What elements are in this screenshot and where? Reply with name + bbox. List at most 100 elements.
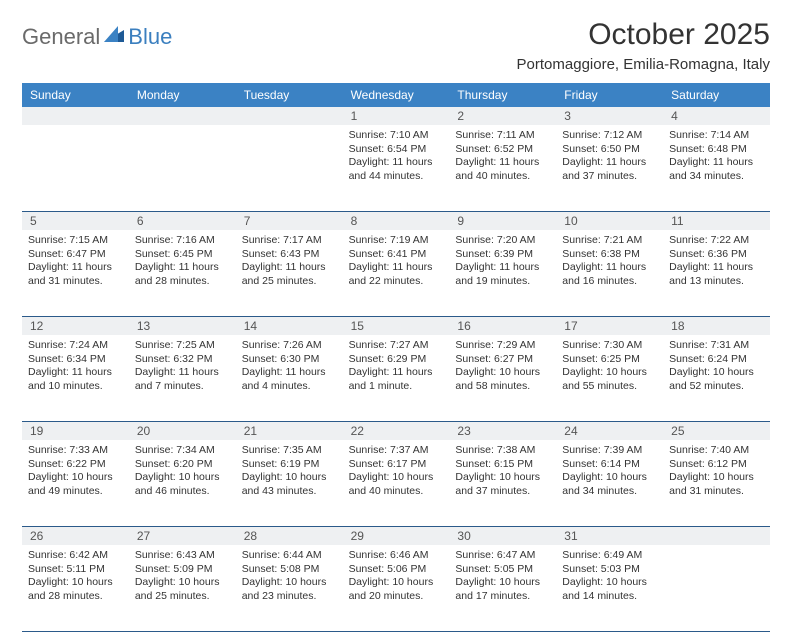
day-number: 13: [129, 317, 236, 335]
sunset-line: Sunset: 6:30 PM: [242, 353, 337, 367]
sunrise-line: Sunrise: 7:37 AM: [349, 444, 444, 458]
day-number: 4: [663, 107, 770, 125]
day-info: Sunrise: 7:38 AMSunset: 6:15 PMDaylight:…: [455, 444, 550, 499]
empty-cell: [22, 125, 129, 211]
day-number: 6: [129, 212, 236, 230]
daylight-line: Daylight: 11 hours and 44 minutes.: [349, 156, 444, 183]
logo-mark-icon: [104, 26, 126, 49]
daylight-line: Daylight: 10 hours and 37 minutes.: [455, 471, 550, 498]
sunrise-line: Sunrise: 7:24 AM: [28, 339, 123, 353]
day-info: Sunrise: 6:43 AMSunset: 5:09 PMDaylight:…: [135, 549, 230, 604]
day-info: Sunrise: 6:42 AMSunset: 5:11 PMDaylight:…: [28, 549, 123, 604]
daylight-line: Daylight: 11 hours and 7 minutes.: [135, 366, 230, 393]
week-row: Sunrise: 6:42 AMSunset: 5:11 PMDaylight:…: [22, 545, 770, 632]
logo-text-blue: Blue: [128, 24, 172, 50]
day-number: 12: [22, 317, 129, 335]
day-number: 25: [663, 422, 770, 440]
day-cell: Sunrise: 7:12 AMSunset: 6:50 PMDaylight:…: [556, 125, 663, 211]
sunrise-line: Sunrise: 7:27 AM: [349, 339, 444, 353]
day-cell: Sunrise: 7:14 AMSunset: 6:48 PMDaylight:…: [663, 125, 770, 211]
sunset-line: Sunset: 6:25 PM: [562, 353, 657, 367]
sunset-line: Sunset: 6:27 PM: [455, 353, 550, 367]
day-number: 17: [556, 317, 663, 335]
day-info: Sunrise: 7:26 AMSunset: 6:30 PMDaylight:…: [242, 339, 337, 394]
day-number: 21: [236, 422, 343, 440]
day-info: Sunrise: 7:11 AMSunset: 6:52 PMDaylight:…: [455, 129, 550, 184]
sunrise-line: Sunrise: 7:31 AM: [669, 339, 764, 353]
day-number: [663, 527, 770, 545]
day-cell: Sunrise: 7:11 AMSunset: 6:52 PMDaylight:…: [449, 125, 556, 211]
day-cell: Sunrise: 6:42 AMSunset: 5:11 PMDaylight:…: [22, 545, 129, 631]
day-number: 14: [236, 317, 343, 335]
daylight-line: Daylight: 10 hours and 46 minutes.: [135, 471, 230, 498]
day-number: 9: [449, 212, 556, 230]
day-cell: Sunrise: 7:19 AMSunset: 6:41 PMDaylight:…: [343, 230, 450, 316]
logo: General Blue: [22, 24, 172, 50]
day-cell: Sunrise: 7:30 AMSunset: 6:25 PMDaylight:…: [556, 335, 663, 421]
sunset-line: Sunset: 6:45 PM: [135, 248, 230, 262]
day-info: Sunrise: 7:37 AMSunset: 6:17 PMDaylight:…: [349, 444, 444, 499]
daylight-line: Daylight: 10 hours and 52 minutes.: [669, 366, 764, 393]
day-cell: Sunrise: 7:26 AMSunset: 6:30 PMDaylight:…: [236, 335, 343, 421]
day-cell: Sunrise: 7:24 AMSunset: 6:34 PMDaylight:…: [22, 335, 129, 421]
sunset-line: Sunset: 6:32 PM: [135, 353, 230, 367]
day-header-row: SundayMondayTuesdayWednesdayThursdayFrid…: [22, 83, 770, 107]
day-cell: Sunrise: 7:35 AMSunset: 6:19 PMDaylight:…: [236, 440, 343, 526]
daylight-line: Daylight: 11 hours and 10 minutes.: [28, 366, 123, 393]
day-cell: Sunrise: 7:34 AMSunset: 6:20 PMDaylight:…: [129, 440, 236, 526]
day-cell: Sunrise: 7:33 AMSunset: 6:22 PMDaylight:…: [22, 440, 129, 526]
sunrise-line: Sunrise: 7:15 AM: [28, 234, 123, 248]
sunrise-line: Sunrise: 6:44 AM: [242, 549, 337, 563]
day-header-monday: Monday: [129, 83, 236, 107]
week-row: Sunrise: 7:24 AMSunset: 6:34 PMDaylight:…: [22, 335, 770, 422]
daylight-line: Daylight: 11 hours and 4 minutes.: [242, 366, 337, 393]
daylight-line: Daylight: 11 hours and 1 minute.: [349, 366, 444, 393]
day-number: 30: [449, 527, 556, 545]
day-info: Sunrise: 7:34 AMSunset: 6:20 PMDaylight:…: [135, 444, 230, 499]
daylight-line: Daylight: 11 hours and 40 minutes.: [455, 156, 550, 183]
day-info: Sunrise: 7:24 AMSunset: 6:34 PMDaylight:…: [28, 339, 123, 394]
day-info: Sunrise: 7:15 AMSunset: 6:47 PMDaylight:…: [28, 234, 123, 289]
daylight-line: Daylight: 10 hours and 58 minutes.: [455, 366, 550, 393]
daylight-line: Daylight: 11 hours and 28 minutes.: [135, 261, 230, 288]
day-info: Sunrise: 6:47 AMSunset: 5:05 PMDaylight:…: [455, 549, 550, 604]
daylight-line: Daylight: 11 hours and 13 minutes.: [669, 261, 764, 288]
title-block: October 2025 Portomaggiore, Emilia-Romag…: [517, 18, 770, 73]
day-cell: Sunrise: 6:46 AMSunset: 5:06 PMDaylight:…: [343, 545, 450, 631]
day-number: 28: [236, 527, 343, 545]
sunset-line: Sunset: 6:29 PM: [349, 353, 444, 367]
day-header-sunday: Sunday: [22, 83, 129, 107]
location: Portomaggiore, Emilia-Romagna, Italy: [517, 56, 770, 73]
day-info: Sunrise: 7:20 AMSunset: 6:39 PMDaylight:…: [455, 234, 550, 289]
daynum-row: 262728293031: [22, 527, 770, 545]
sunset-line: Sunset: 5:11 PM: [28, 563, 123, 577]
day-cell: Sunrise: 7:38 AMSunset: 6:15 PMDaylight:…: [449, 440, 556, 526]
sunrise-line: Sunrise: 7:39 AM: [562, 444, 657, 458]
sunrise-line: Sunrise: 7:20 AM: [455, 234, 550, 248]
daylight-line: Daylight: 10 hours and 40 minutes.: [349, 471, 444, 498]
day-number: 15: [343, 317, 450, 335]
day-header-thursday: Thursday: [449, 83, 556, 107]
sunset-line: Sunset: 6:34 PM: [28, 353, 123, 367]
sunrise-line: Sunrise: 7:21 AM: [562, 234, 657, 248]
day-header-tuesday: Tuesday: [236, 83, 343, 107]
sunrise-line: Sunrise: 7:12 AM: [562, 129, 657, 143]
day-number: 23: [449, 422, 556, 440]
day-cell: Sunrise: 7:21 AMSunset: 6:38 PMDaylight:…: [556, 230, 663, 316]
day-number: [129, 107, 236, 125]
empty-cell: [236, 125, 343, 211]
day-cell: Sunrise: 6:47 AMSunset: 5:05 PMDaylight:…: [449, 545, 556, 631]
day-cell: Sunrise: 7:27 AMSunset: 6:29 PMDaylight:…: [343, 335, 450, 421]
daylight-line: Daylight: 11 hours and 37 minutes.: [562, 156, 657, 183]
sunset-line: Sunset: 6:39 PM: [455, 248, 550, 262]
day-cell: Sunrise: 7:37 AMSunset: 6:17 PMDaylight:…: [343, 440, 450, 526]
day-number: 10: [556, 212, 663, 230]
day-info: Sunrise: 7:19 AMSunset: 6:41 PMDaylight:…: [349, 234, 444, 289]
daylight-line: Daylight: 11 hours and 22 minutes.: [349, 261, 444, 288]
daylight-line: Daylight: 10 hours and 55 minutes.: [562, 366, 657, 393]
week-row: Sunrise: 7:15 AMSunset: 6:47 PMDaylight:…: [22, 230, 770, 317]
day-info: Sunrise: 7:10 AMSunset: 6:54 PMDaylight:…: [349, 129, 444, 184]
day-cell: Sunrise: 7:31 AMSunset: 6:24 PMDaylight:…: [663, 335, 770, 421]
daylight-line: Daylight: 10 hours and 23 minutes.: [242, 576, 337, 603]
sunset-line: Sunset: 5:05 PM: [455, 563, 550, 577]
